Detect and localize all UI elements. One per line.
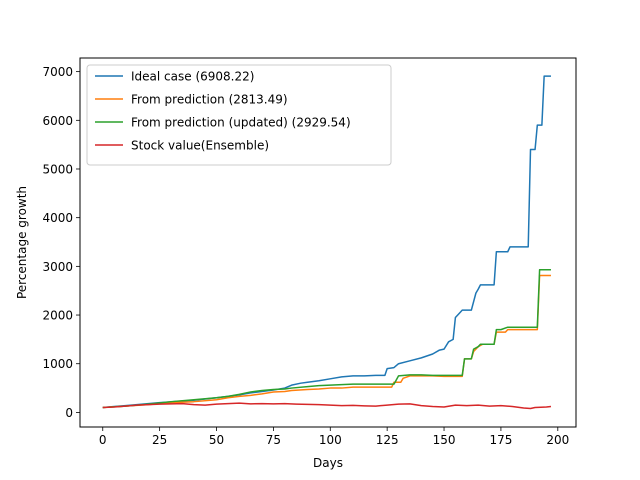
legend-label-4: Stock value(Ensemble) bbox=[131, 139, 269, 153]
x-tick-label: 100 bbox=[319, 433, 342, 447]
series-layer bbox=[102, 75, 552, 410]
x-tick-label: 175 bbox=[489, 433, 512, 447]
x-tick-label: 75 bbox=[266, 433, 281, 447]
y-tick-label: 7000 bbox=[42, 65, 73, 79]
x-tick-label: 125 bbox=[376, 433, 399, 447]
y-tick-label: 3000 bbox=[42, 260, 73, 274]
y-tick-label: 1000 bbox=[42, 357, 73, 371]
legend-label-3: From prediction (updated) (2929.54) bbox=[131, 116, 351, 130]
plot-frame bbox=[79, 57, 577, 428]
legend-label-2: From prediction (2813.49) bbox=[131, 93, 288, 107]
series-line-3 bbox=[102, 269, 551, 409]
x-tick-label: 150 bbox=[433, 433, 456, 447]
y-tick-label: 6000 bbox=[42, 114, 73, 128]
y-axis: 0 1000 2000 3000 4000 5000 6000 7000 bbox=[42, 65, 80, 420]
series-line-4 bbox=[102, 402, 552, 410]
x-tick-label: 0 bbox=[99, 433, 107, 447]
x-axis: 0 25 50 75 100 125 150 175 200 bbox=[99, 427, 569, 447]
x-tick-label: 200 bbox=[546, 433, 569, 447]
y-tick-label: 2000 bbox=[42, 309, 73, 323]
x-axis-label: Days bbox=[313, 456, 343, 470]
y-tick-label: 4000 bbox=[42, 211, 73, 225]
legend-box bbox=[86, 64, 392, 166]
y-axis-label: Percentage growth bbox=[15, 186, 29, 299]
y-tick-label: 0 bbox=[65, 406, 73, 420]
x-tick-label: 50 bbox=[209, 433, 224, 447]
y-tick-label: 5000 bbox=[42, 162, 73, 176]
x-tick-label: 25 bbox=[152, 433, 167, 447]
legend: Ideal case (6908.22) From prediction (281… bbox=[86, 64, 392, 166]
legend-label-1: Ideal case (6908.22) bbox=[131, 70, 254, 84]
